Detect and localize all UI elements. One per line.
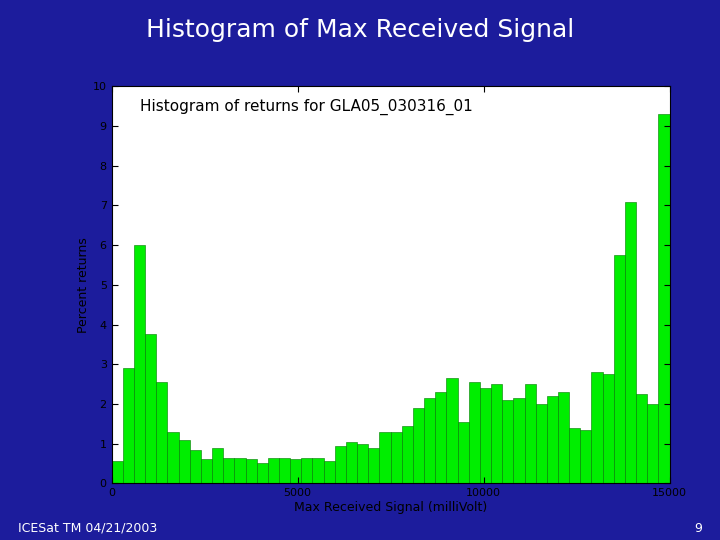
Bar xyxy=(246,460,257,483)
Bar xyxy=(257,463,268,483)
Bar xyxy=(346,442,357,483)
Bar xyxy=(357,444,369,483)
Bar xyxy=(156,382,167,483)
Bar xyxy=(368,448,379,483)
Bar xyxy=(235,457,246,483)
Text: Histogram of returns for GLA05_030316_01: Histogram of returns for GLA05_030316_01 xyxy=(140,98,472,114)
Bar xyxy=(167,431,179,483)
Bar xyxy=(647,404,659,483)
Bar xyxy=(480,388,491,483)
Bar xyxy=(134,245,145,483)
Bar xyxy=(446,378,458,483)
Bar xyxy=(179,440,190,483)
Bar xyxy=(112,462,122,483)
Bar xyxy=(379,431,391,483)
Bar xyxy=(435,392,446,483)
Bar xyxy=(636,394,647,483)
Bar xyxy=(122,368,134,483)
Bar xyxy=(201,460,212,483)
Y-axis label: Percent returns: Percent returns xyxy=(77,237,90,333)
Bar xyxy=(469,382,480,483)
Bar xyxy=(190,450,201,483)
Bar xyxy=(625,201,636,483)
Bar xyxy=(670,410,681,483)
Bar xyxy=(503,400,513,483)
Bar xyxy=(592,372,603,483)
Text: Histogram of Max Received Signal: Histogram of Max Received Signal xyxy=(146,18,574,42)
Bar xyxy=(513,398,524,483)
X-axis label: Max Received Signal (milliVolt): Max Received Signal (milliVolt) xyxy=(294,501,487,514)
Bar xyxy=(413,408,424,483)
Bar xyxy=(145,334,156,483)
Bar xyxy=(223,457,235,483)
Bar xyxy=(580,430,592,483)
Bar xyxy=(391,431,402,483)
Bar xyxy=(290,460,302,483)
Bar xyxy=(268,457,279,483)
Bar xyxy=(547,396,558,483)
Bar xyxy=(324,462,335,483)
Bar xyxy=(524,384,536,483)
Bar xyxy=(614,255,625,483)
Bar xyxy=(279,457,290,483)
Text: 9: 9 xyxy=(694,522,702,535)
Bar xyxy=(458,422,469,483)
Bar xyxy=(212,448,223,483)
Bar xyxy=(312,457,324,483)
Bar xyxy=(491,384,503,483)
Bar xyxy=(570,428,580,483)
Bar xyxy=(603,374,614,483)
Bar xyxy=(424,398,436,483)
Bar xyxy=(302,457,312,483)
Bar xyxy=(659,114,670,483)
Bar xyxy=(681,396,692,483)
Text: ICESat TM 04/21/2003: ICESat TM 04/21/2003 xyxy=(18,522,157,535)
Bar xyxy=(402,426,413,483)
Bar xyxy=(536,404,547,483)
Bar xyxy=(335,446,346,483)
Bar xyxy=(558,392,569,483)
